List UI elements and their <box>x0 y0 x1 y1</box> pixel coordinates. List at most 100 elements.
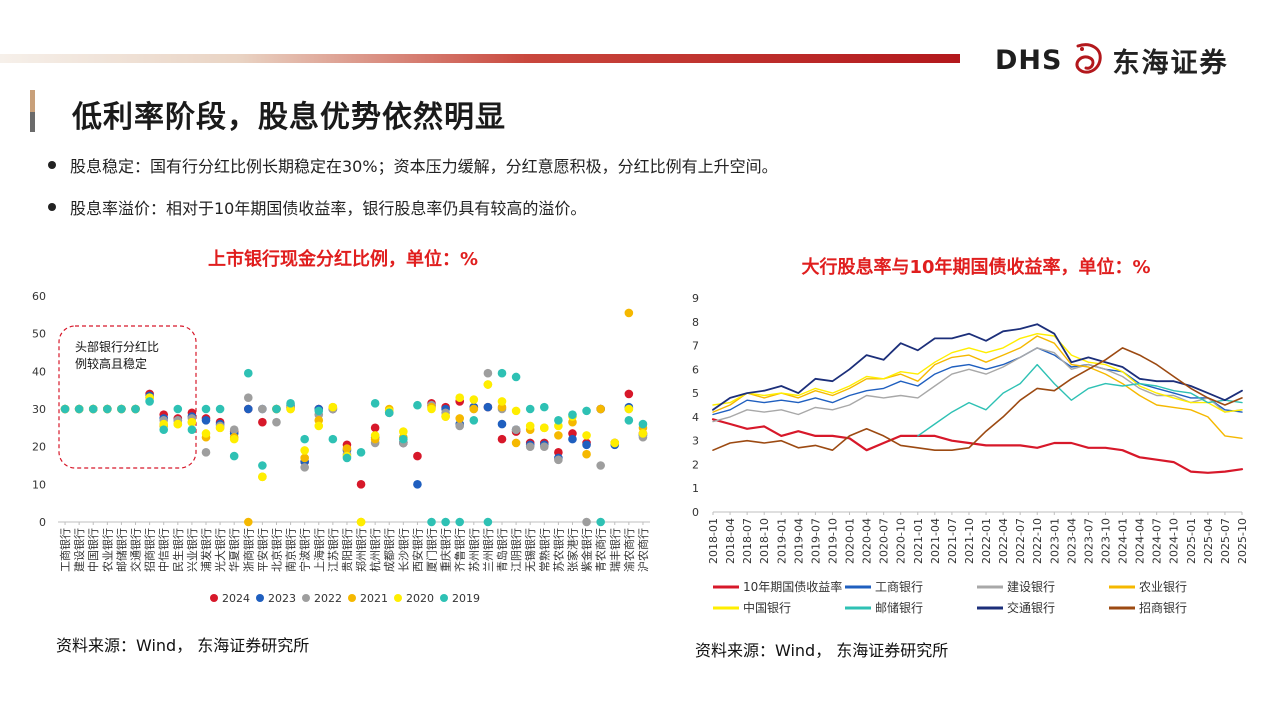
series-line <box>712 323 1243 411</box>
data-point <box>441 412 450 421</box>
data-point <box>469 395 479 404</box>
x-tick-label: 2021-01 <box>912 518 925 564</box>
data-point <box>243 368 253 378</box>
data-point <box>88 404 98 414</box>
data-point <box>370 423 380 433</box>
data-point <box>624 404 634 414</box>
x-tick-label: 2019-01 <box>775 518 788 564</box>
bullet-list: 股息稳定：国有行分红比例长期稳定在30%；资本压力缓解，分红意愿积极，分红比例有… <box>48 150 778 234</box>
x-tick-label: 紫金银行 <box>580 528 594 572</box>
title-accent-bar-lower <box>30 112 35 132</box>
series-line <box>711 418 1244 474</box>
data-point <box>525 404 535 414</box>
x-tick-label: 2025-10 <box>1236 518 1249 564</box>
x-tick-label: 无锡银行 <box>523 528 537 572</box>
data-point <box>483 368 493 378</box>
data-point <box>342 453 352 463</box>
data-point <box>483 517 493 527</box>
legend-label: 中国银行 <box>743 600 791 615</box>
data-point <box>582 517 591 527</box>
data-point <box>497 397 507 406</box>
x-tick-label: 2020-10 <box>895 518 908 564</box>
data-point <box>356 517 366 527</box>
x-tick-label: 2025-07 <box>1219 518 1232 564</box>
data-point <box>258 461 267 470</box>
data-point <box>624 416 634 425</box>
x-tick-label: 北京银行 <box>269 528 283 572</box>
y-tick-label: 4 <box>692 411 699 424</box>
y-tick-label: 40 <box>32 365 46 378</box>
data-point <box>638 429 648 438</box>
x-tick-label: 郑州银行 <box>354 528 368 572</box>
legend-label: 2020 <box>406 592 434 605</box>
data-point <box>229 425 239 435</box>
y-tick-label: 30 <box>32 403 46 416</box>
data-point <box>413 400 422 410</box>
y-tick-label: 0 <box>692 506 699 519</box>
x-tick-label: 厦门银行 <box>425 528 439 572</box>
x-tick-label: 2019-10 <box>826 518 839 564</box>
data-point <box>497 368 507 378</box>
data-point <box>117 404 126 414</box>
x-tick-label: 2021-10 <box>963 518 976 564</box>
x-tick-label: 2018-10 <box>758 518 771 564</box>
series-line <box>712 347 1243 416</box>
legend-marker <box>440 594 448 602</box>
x-tick-label: 华夏银行 <box>227 528 241 572</box>
header-decor-bar <box>0 54 960 63</box>
x-tick-label: 2022-07 <box>1014 518 1027 564</box>
data-point <box>525 442 535 451</box>
x-tick-label: 2022-01 <box>980 518 993 564</box>
data-point <box>201 404 211 414</box>
data-point <box>455 393 465 402</box>
data-point <box>610 438 620 448</box>
x-tick-label: 2018-04 <box>724 518 737 564</box>
data-point <box>229 434 239 444</box>
data-point <box>201 416 211 425</box>
y-tick-label: 20 <box>32 441 46 454</box>
data-point <box>258 472 267 482</box>
data-point <box>624 308 634 318</box>
series-line <box>712 347 1243 451</box>
x-tick-label: 宁波银行 <box>298 528 312 572</box>
dividend-yield-chart: 大行股息率与10年期国债收益率，单位：% 0 1 2 3 4 5 6 7 8 9 2018-01 20… <box>692 256 1249 615</box>
dividend-ratio-chart: 上市银行现金分红比例，单位：% 头部银行分红比 例较高且稳定 0 10 20 30 40… <box>32 248 650 605</box>
data-point <box>554 455 563 465</box>
x-tick-label: 2025-04 <box>1202 518 1215 564</box>
x-tick-label: 张家港行 <box>565 528 579 572</box>
x-tick-label: 沪农商行 <box>636 528 650 572</box>
data-point <box>582 406 591 416</box>
data-point <box>399 434 408 444</box>
x-tick-label: 青岛银行 <box>495 528 509 572</box>
x-tick-label: 常熟银行 <box>537 528 551 572</box>
y-tick-label: 0 <box>39 516 46 529</box>
x-tick-label: 2021-04 <box>929 518 942 564</box>
data-point <box>272 417 281 427</box>
data-point <box>187 425 197 435</box>
data-point <box>60 404 70 414</box>
legend-label: 2023 <box>268 592 296 605</box>
data-point <box>497 419 507 429</box>
x-tick-label: 杭州银行 <box>368 528 382 572</box>
data-point <box>243 393 253 402</box>
data-point <box>215 404 225 414</box>
data-point <box>74 404 84 414</box>
data-point <box>638 419 648 429</box>
bullet-text: 股息稳定：国有行分红比例长期稳定在30%；资本压力缓解，分红意愿积极，分红比例有… <box>70 157 778 176</box>
x-tick-label: 2023-07 <box>1082 518 1095 564</box>
x-tick-label: 交通银行 <box>129 528 143 572</box>
data-point <box>483 402 493 412</box>
bullet-item: 股息率溢价：相对于10年期国债收益率，银行股息率仍具有较高的溢价。 <box>48 192 778 222</box>
data-point <box>131 404 140 414</box>
data-point <box>300 446 309 455</box>
data-point <box>596 461 605 470</box>
series-line <box>712 335 1243 439</box>
right-source-note: 资料来源：Wind， 东海证券研究所 <box>695 641 949 660</box>
x-tick-label: 长沙银行 <box>396 528 410 572</box>
legend-label: 建设银行 <box>1007 580 1055 594</box>
data-point <box>103 404 112 414</box>
x-tick-label: 上海银行 <box>312 528 326 572</box>
data-point <box>384 408 394 418</box>
x-tick-label: 齐鲁银行 <box>453 528 467 572</box>
data-point <box>624 389 634 399</box>
